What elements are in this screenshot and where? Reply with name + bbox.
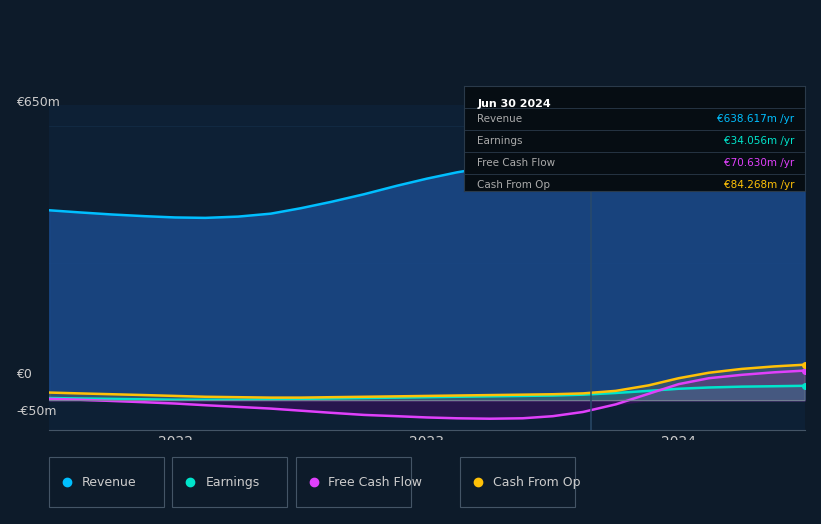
Text: Cash From Op: Cash From Op [493, 476, 580, 488]
Text: -€50m: -€50m [16, 405, 57, 418]
Text: Free Cash Flow: Free Cash Flow [478, 158, 556, 168]
Text: Earnings: Earnings [205, 476, 259, 488]
Text: Jun 30 2024: Jun 30 2024 [478, 99, 551, 109]
Text: €0: €0 [16, 368, 32, 381]
Text: Revenue: Revenue [478, 114, 523, 124]
Text: Revenue: Revenue [82, 476, 137, 488]
Text: Free Cash Flow: Free Cash Flow [328, 476, 422, 488]
Text: €84.268m /yr: €84.268m /yr [724, 180, 795, 190]
Text: €650m: €650m [16, 96, 60, 108]
Text: Cash From Op: Cash From Op [478, 180, 551, 190]
Text: Earnings: Earnings [478, 136, 523, 146]
Text: €34.056m /yr: €34.056m /yr [724, 136, 795, 146]
Text: €70.630m /yr: €70.630m /yr [724, 158, 795, 168]
Text: €638.617m /yr: €638.617m /yr [718, 114, 795, 124]
Text: Past: Past [768, 126, 795, 139]
